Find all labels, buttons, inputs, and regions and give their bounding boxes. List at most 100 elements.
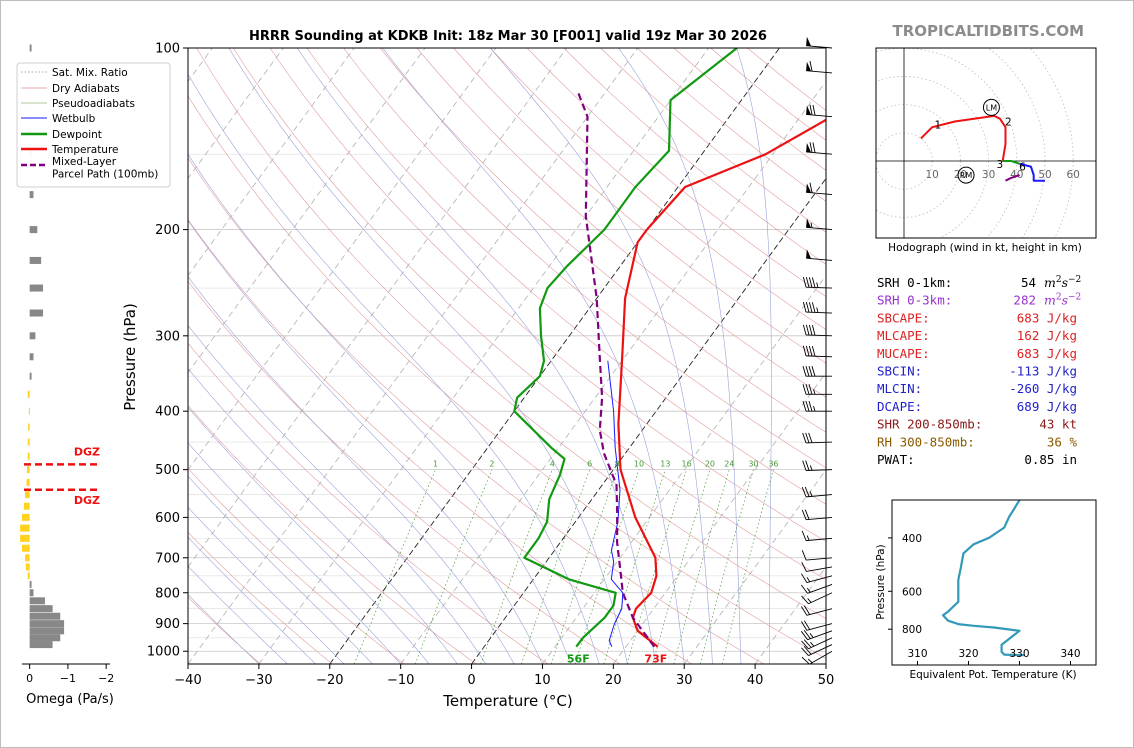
dry-adiabat-330 [196,48,826,619]
wind-barb [801,620,833,631]
index-unit-mid: s [1062,275,1068,290]
omega-bar [29,627,65,635]
series-wetbulb [607,360,624,647]
omega-bar [29,284,44,292]
barb-full [804,486,810,497]
wind-barb [801,637,833,650]
x-tick-label: 50 [818,673,835,688]
omega-bar [29,634,61,642]
omega-tick-label: −1 [60,672,76,685]
wind-barb [801,605,833,616]
barb-staff [808,637,833,650]
index-value: 162 J/kg [1017,328,1077,343]
index-unit-sup: −2 [1068,293,1081,303]
wind-barb [802,384,832,395]
barb-full [808,401,813,412]
omega-bar [29,641,53,649]
barb-full [805,460,810,471]
x-tick-label: −30 [245,673,272,688]
mixing-ratio-label: 4 [550,460,555,469]
barb-full [801,606,808,616]
y-tick-label: 300 [155,329,180,344]
x-tick-label: 0 [467,673,475,688]
barb-full [802,345,807,356]
barb-flag [806,183,812,193]
barb-staff [806,469,833,471]
wind-barb [802,460,833,471]
isotherm--80 [188,48,355,277]
thetae-axis-label: Equivalent Pot. Temperature (K) [909,669,1076,681]
thetae-y-tick-label: 800 [902,624,922,636]
wind-barb [806,36,833,49]
barb-half [809,633,814,638]
pseudoadiabat--22 [188,536,316,664]
mixing-ratio-line-8 [550,469,618,664]
x-tick-label: 20 [605,673,622,688]
barb-full [805,301,810,313]
omega-bar [29,332,36,340]
wind-barb [801,486,833,498]
pseudoadiabat-14 [188,153,572,664]
barb-staff [806,608,833,616]
isotherm--40 [188,48,639,664]
barb-staff [806,494,833,498]
hodo-trace-6-9-km [1005,174,1020,182]
barb-full [805,401,810,412]
pseudoadiabat--10 [188,442,401,664]
pseudoadiabat--6 [188,406,430,664]
barb-full [802,301,807,313]
pseudoadiabat-26 [296,48,657,664]
barb-full [801,509,807,520]
storm-motion-label: RM [960,171,973,180]
mixing-ratio-line-16 [626,469,687,664]
index-value: -113 J/kg [1009,364,1077,379]
mixing-ratio-line-10 [574,469,640,664]
mixing-ratio-line-6 [521,469,591,664]
index-value: 689 J/kg [1017,399,1077,414]
dry-adiabat-270 [188,404,477,664]
isotherm--70 [188,48,426,374]
barb-full [803,620,811,630]
barb-full [805,384,810,395]
hodo-ring-label: 10 [926,169,939,181]
hodo-height-label: 6 [1019,162,1026,174]
barb-full [805,277,810,288]
index-unit-base: m [1044,275,1056,290]
mixing-ratio-label: 36 [768,460,778,469]
thetae-trace [941,500,1025,657]
wind-barb [806,104,833,118]
dry-adiabat-400 [453,48,826,364]
pseudoadiabat--2 [188,368,458,664]
y-tick-label: 600 [155,511,180,526]
wind-barb [801,550,833,561]
series-dewpoint [513,48,738,648]
barb-half [810,222,813,228]
dry-adiabat-360 [306,48,826,505]
barb-staff [808,644,833,656]
hodo-trace-9-km [1019,162,1045,182]
barb-full [809,182,813,193]
pseudoadiabat-10 [188,220,543,664]
index-unit-sup: −2 [1068,275,1081,285]
barb-full [801,561,807,572]
barb-full [803,646,812,655]
index-value: 683 J/kg [1017,346,1077,361]
isotherm--50 [188,48,568,568]
omega-bar [29,605,53,613]
y-tick-label: 700 [155,551,180,566]
barb-flag [806,249,812,259]
wind-barb [800,630,833,641]
pseudoadiabat--30 [188,594,260,664]
isotherm--90 [188,48,284,180]
dry-adiabat-370 [343,48,826,469]
hodo-ring-label: 60 [1067,169,1080,181]
omega-bar [22,513,30,521]
hodo-ring-label: 30 [982,169,995,181]
legend-label: Dry Adiabats [52,83,120,95]
omega-bar [29,256,42,264]
pseudoadiabat--26 [188,565,288,664]
barb-half [809,491,813,497]
barb-staff [808,592,833,605]
thetae-x-tick-label: 340 [1060,648,1080,660]
